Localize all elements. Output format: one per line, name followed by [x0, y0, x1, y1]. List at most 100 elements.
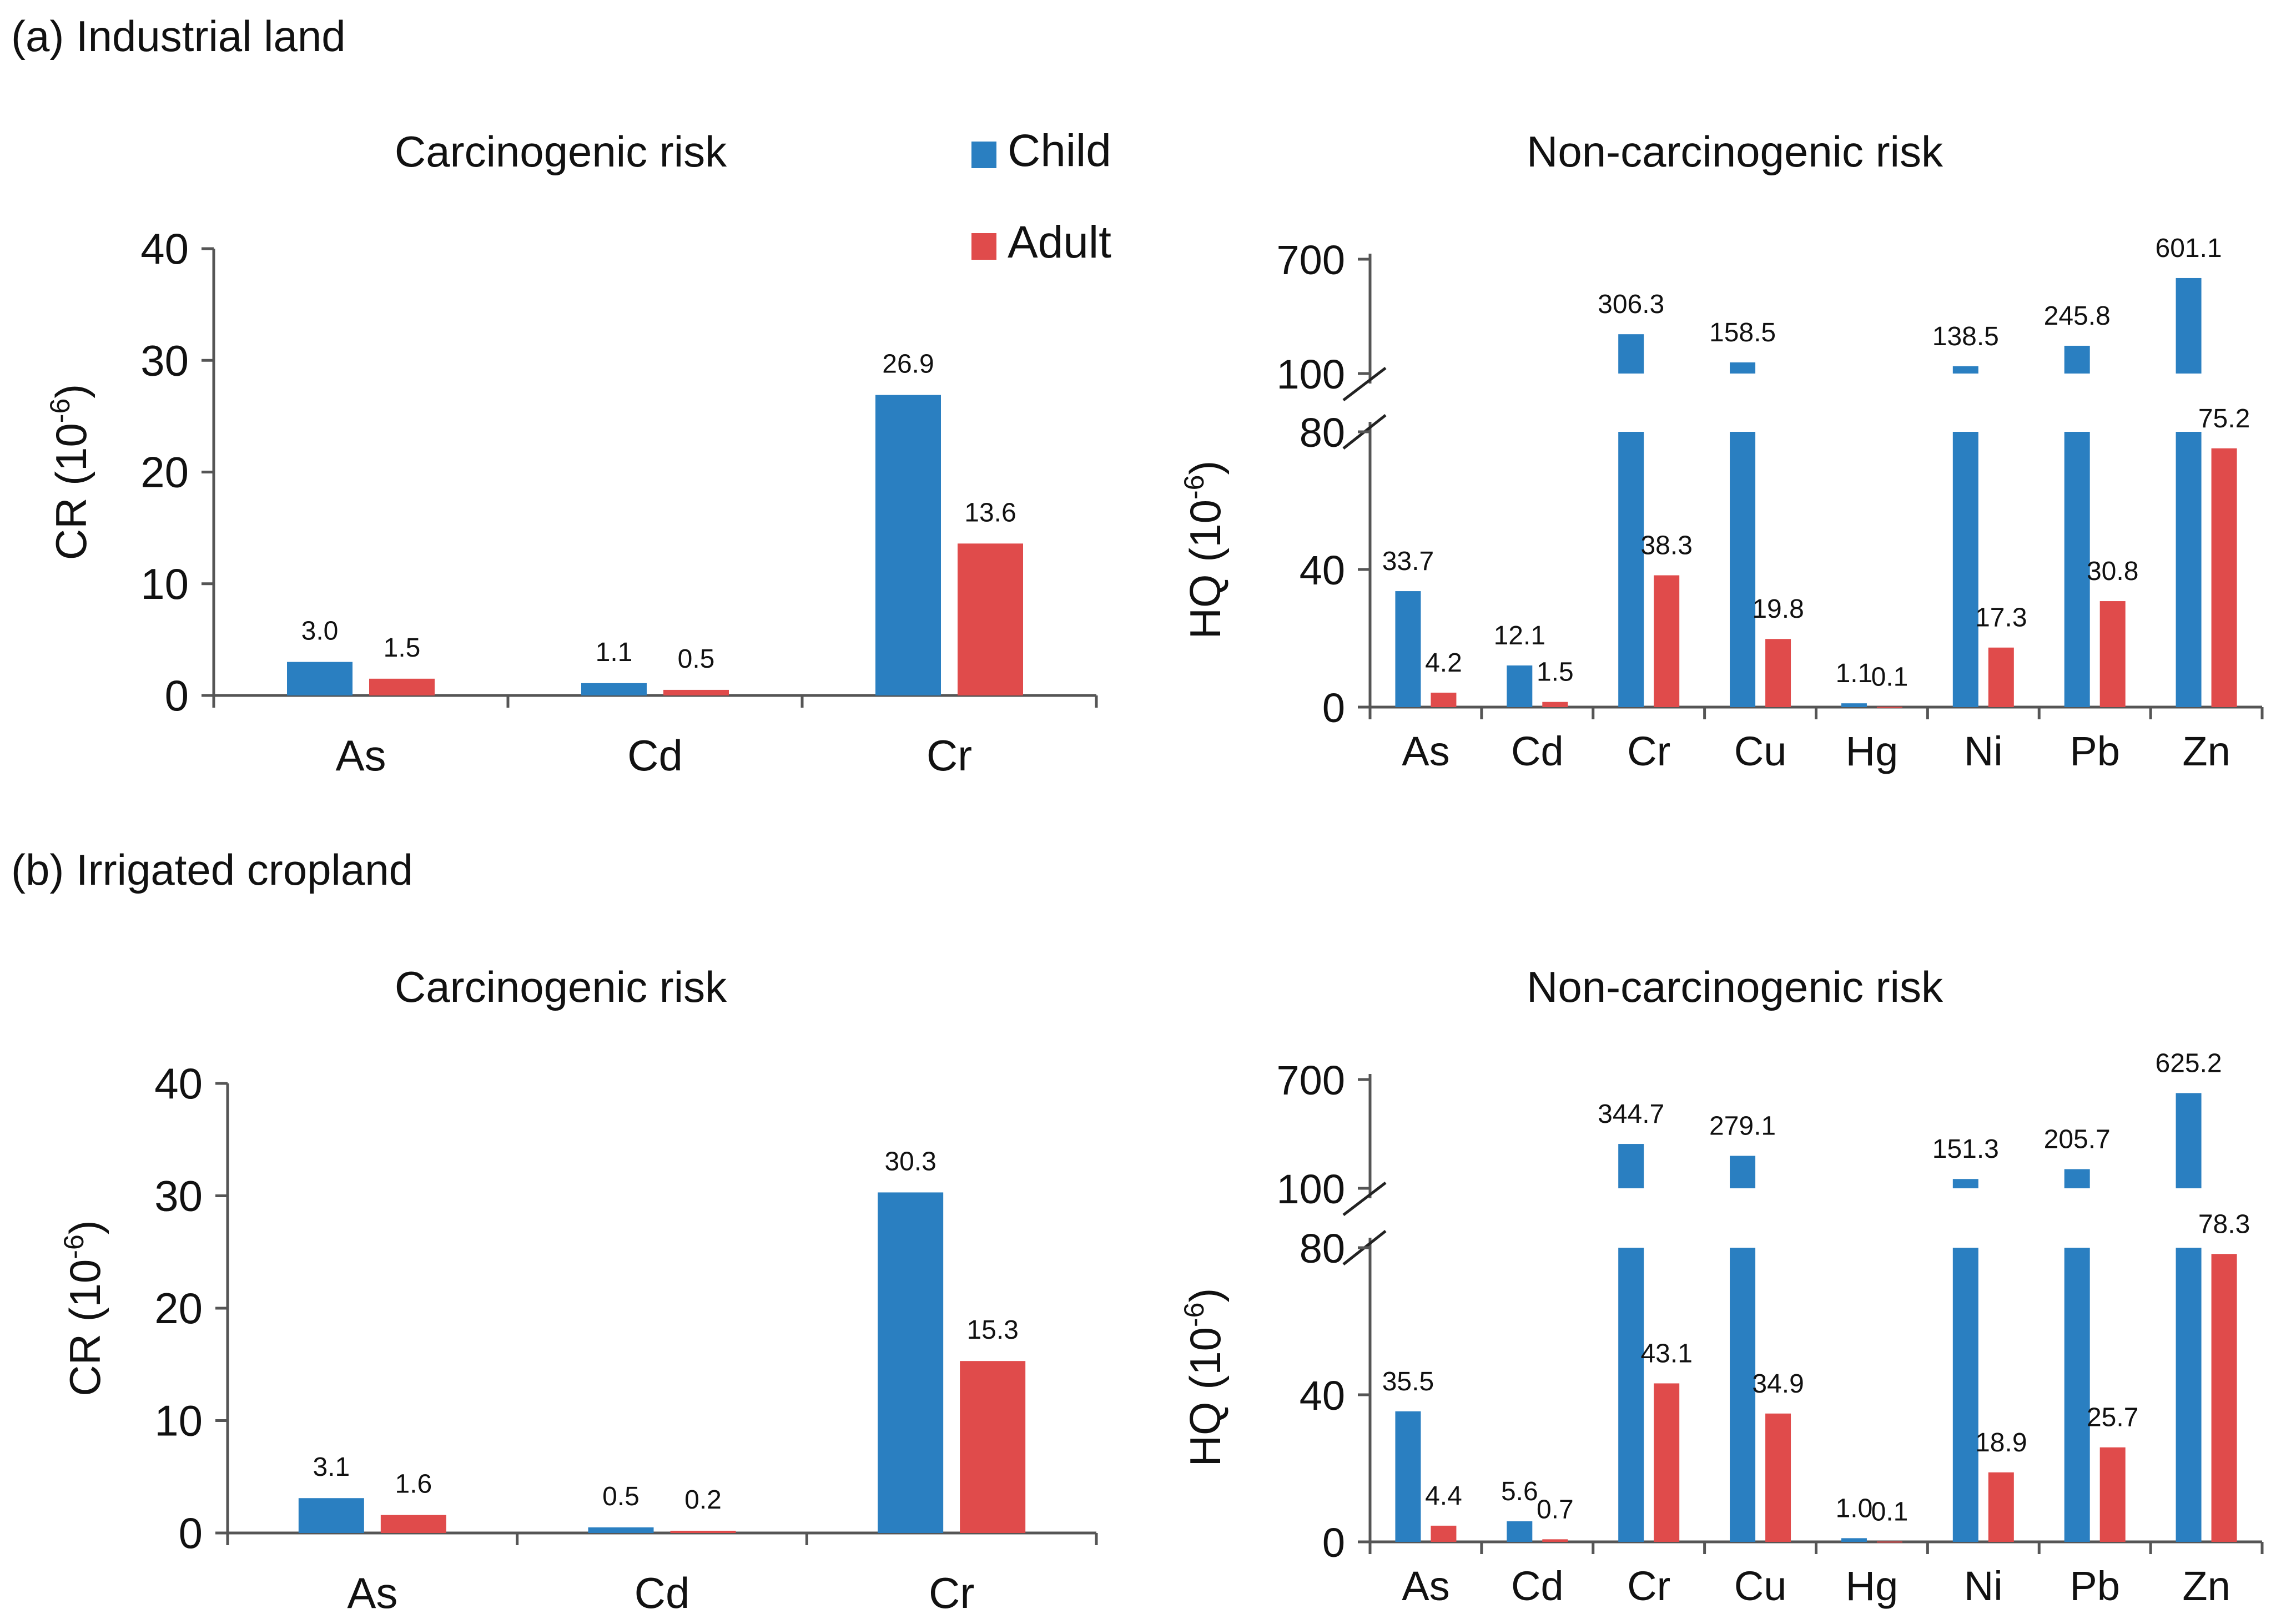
bar-adult-cd — [663, 689, 729, 695]
x-tick-label: Hg — [1846, 1563, 1899, 1609]
x-tick-label: Cd — [1511, 728, 1564, 774]
legend-label-child: Child — [1008, 125, 1111, 176]
data-label-adult-cu: 34.9 — [1752, 1369, 1804, 1399]
x-tick-label: Cr — [927, 731, 972, 780]
x-tick-label: Pb — [2069, 1563, 2120, 1609]
x-tick-label: Cu — [1734, 1563, 1787, 1609]
data-label-child-cd: 1.1 — [596, 638, 633, 667]
data-label-adult-ni: 18.9 — [1975, 1428, 2027, 1457]
x-tick-label: As — [347, 1568, 397, 1617]
x-tick-label: Cr — [929, 1568, 974, 1617]
bar-child-cr-lower — [1618, 432, 1644, 707]
bar-adult-zn — [2211, 448, 2237, 707]
bar-child-as — [298, 1498, 364, 1533]
y-tick-label: 40 — [154, 1059, 203, 1108]
legend-swatch-adult — [971, 233, 996, 260]
data-label-child-pb: 205.7 — [2044, 1124, 2111, 1154]
bar-adult-cu — [1765, 639, 1791, 707]
bar-child-cr — [878, 1192, 944, 1533]
data-label-child-hg: 1.1 — [1836, 659, 1873, 688]
bar-adult-hg — [1876, 1541, 1902, 1543]
x-tick-label: Hg — [1846, 728, 1899, 774]
chart-title: Non-carcinogenic risk — [1527, 962, 1943, 1011]
data-label-adult-cd: 0.5 — [678, 644, 715, 674]
bar-child-cu-lower — [1730, 432, 1756, 707]
data-label-child-cr: 26.9 — [882, 350, 934, 379]
x-tick-label: Ni — [1964, 728, 2003, 774]
y-tick-label: 100 — [1277, 1166, 1345, 1212]
y-tick-label: 40 — [140, 224, 189, 273]
bar-adult-cu — [1765, 1413, 1791, 1542]
data-label-adult-pb: 30.8 — [2087, 557, 2138, 586]
bar-child-pb-upper — [2064, 1169, 2090, 1188]
x-tick-label: Pb — [2069, 728, 2120, 774]
y-tick-label: 10 — [154, 1396, 203, 1445]
chart-title: Carcinogenic risk — [395, 127, 727, 176]
data-label-adult-cu: 19.8 — [1752, 594, 1804, 624]
bar-child-hg — [1841, 1538, 1867, 1542]
bar-child-as — [1395, 1411, 1421, 1542]
y-tick-label: 0 — [165, 671, 189, 720]
bar-child-cd — [581, 683, 647, 695]
data-label-child-cu: 279.1 — [1709, 1111, 1776, 1141]
bar-adult-pb — [2099, 1447, 2126, 1542]
bar-child-cu-upper — [1730, 362, 1756, 374]
y-tick-label: 40 — [1300, 1373, 1345, 1419]
data-label-child-cr: 306.3 — [1598, 290, 1664, 319]
data-label-adult-cr: 38.3 — [1640, 531, 1692, 561]
bar-adult-cr — [960, 1361, 1026, 1533]
bar-adult-pb — [2099, 601, 2126, 707]
data-label-adult-zn: 78.3 — [2198, 1209, 2250, 1239]
bar-child-zn-upper — [2176, 278, 2202, 374]
bar-adult-cd — [670, 1530, 736, 1533]
bar-child-hg — [1841, 703, 1867, 707]
data-label-adult-cd: 1.5 — [1537, 658, 1574, 687]
data-label-child-cd: 0.5 — [602, 1482, 640, 1511]
bar-child-as — [1395, 591, 1421, 707]
chart-b_cr: Carcinogenic risk 0 10 20 30 40 CR (10-6) As 3.1… — [58, 962, 1098, 1617]
data-label-adult-zn: 75.2 — [2198, 404, 2250, 433]
bar-child-cr — [875, 395, 941, 695]
bar-child-pb-lower — [2064, 1248, 2090, 1542]
data-label-adult-hg: 0.1 — [1871, 662, 1909, 692]
data-label-adult-cd: 0.2 — [684, 1485, 722, 1515]
bar-adult-as — [1431, 1525, 1457, 1542]
bar-child-pb-lower — [2064, 432, 2090, 707]
data-label-child-zn: 601.1 — [2156, 234, 2222, 263]
bar-child-cr-upper — [1618, 1144, 1644, 1188]
y-tick-label: 40 — [1300, 547, 1345, 593]
bar-child-cr-upper — [1618, 334, 1644, 374]
bar-child-zn-lower — [2176, 1248, 2202, 1542]
bar-child-as — [287, 662, 353, 695]
bar-child-cd — [1507, 665, 1533, 707]
x-tick-label: Zn — [2182, 1563, 2230, 1609]
y-axis-label: CR (10-6) — [44, 384, 95, 561]
data-label-child-cd: 5.6 — [1501, 1477, 1538, 1506]
bar-child-ni-lower — [1952, 432, 1978, 707]
x-tick-label: Cd — [627, 731, 683, 780]
data-label-adult-cr: 13.6 — [964, 498, 1016, 527]
chart-a_hq: Non-carcinogenic risk 0 40 80 100 700 HQ (10-6… — [1179, 127, 2264, 774]
data-label-child-as: 3.0 — [301, 617, 339, 646]
bar-child-ni-upper — [1952, 366, 1978, 374]
data-label-adult-cd: 0.7 — [1537, 1495, 1574, 1524]
data-label-child-ni: 138.5 — [1932, 322, 1999, 351]
y-tick-label: 80 — [1300, 410, 1345, 456]
bar-child-cu-lower — [1730, 1248, 1756, 1542]
data-label-adult-cr: 15.3 — [966, 1315, 1018, 1345]
bar-child-zn-lower — [2176, 432, 2202, 707]
x-tick-label: As — [1402, 728, 1449, 774]
x-tick-label: Cr — [1627, 728, 1670, 774]
data-label-child-hg: 1.0 — [1836, 1494, 1873, 1523]
data-label-child-zn: 625.2 — [2156, 1048, 2222, 1078]
data-label-child-cu: 158.5 — [1709, 318, 1776, 347]
x-tick-label: As — [335, 731, 386, 780]
bar-child-ni-upper — [1952, 1179, 1978, 1188]
data-label-child-as: 35.5 — [1382, 1367, 1434, 1396]
y-tick-label: 0 — [1322, 1520, 1345, 1566]
chart-title: Carcinogenic risk — [395, 962, 727, 1011]
y-tick-label: 30 — [154, 1172, 203, 1220]
data-label-child-cr: 344.7 — [1598, 1100, 1664, 1129]
x-tick-label: Cu — [1734, 728, 1787, 774]
